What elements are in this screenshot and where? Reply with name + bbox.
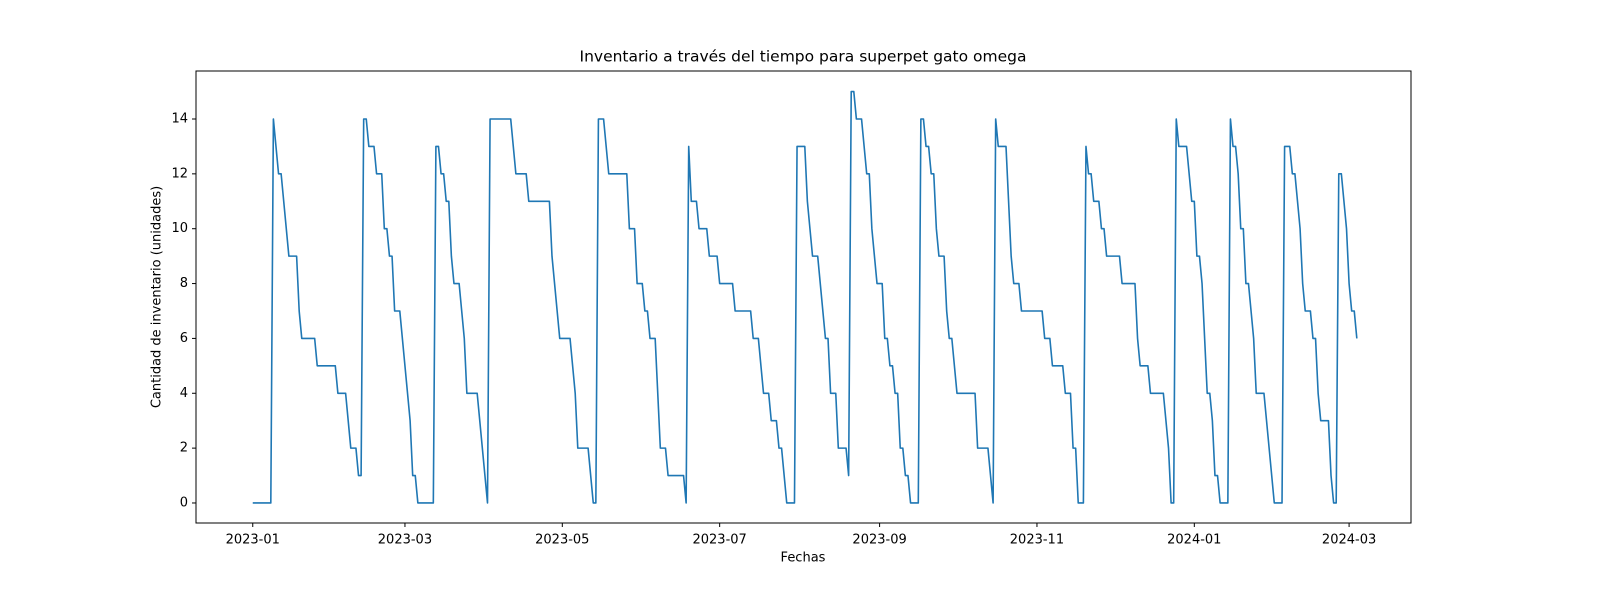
y-tick-label: 4 xyxy=(180,386,188,401)
x-tick-label: 2023-05 xyxy=(535,533,589,548)
x-tick-label: 2023-09 xyxy=(852,533,906,548)
chart-title: Inventario a través del tiempo para supe… xyxy=(580,48,1027,66)
x-axis-label: Fechas xyxy=(781,551,826,566)
x-tick-label: 2024-03 xyxy=(1322,533,1376,548)
plot-frame xyxy=(195,70,1412,524)
x-tick-label: 2023-03 xyxy=(378,533,432,548)
y-axis-label: Cantidad de inventario (unidades) xyxy=(150,186,165,408)
y-tick-label: 12 xyxy=(171,166,188,181)
y-tick-label: 8 xyxy=(180,276,188,291)
data-line xyxy=(252,90,1358,504)
y-tick-label: 0 xyxy=(180,495,188,510)
y-tick-label: 10 xyxy=(171,221,188,236)
x-tick-label: 2023-11 xyxy=(1010,533,1064,548)
y-tick-label: 6 xyxy=(180,331,188,346)
x-tick-label: 2023-07 xyxy=(692,533,746,548)
x-tick-label: 2023-01 xyxy=(226,533,280,548)
x-tick-label: 2024-01 xyxy=(1167,533,1221,548)
y-tick-label: 2 xyxy=(180,441,188,456)
y-tick-label: 14 xyxy=(171,111,188,126)
